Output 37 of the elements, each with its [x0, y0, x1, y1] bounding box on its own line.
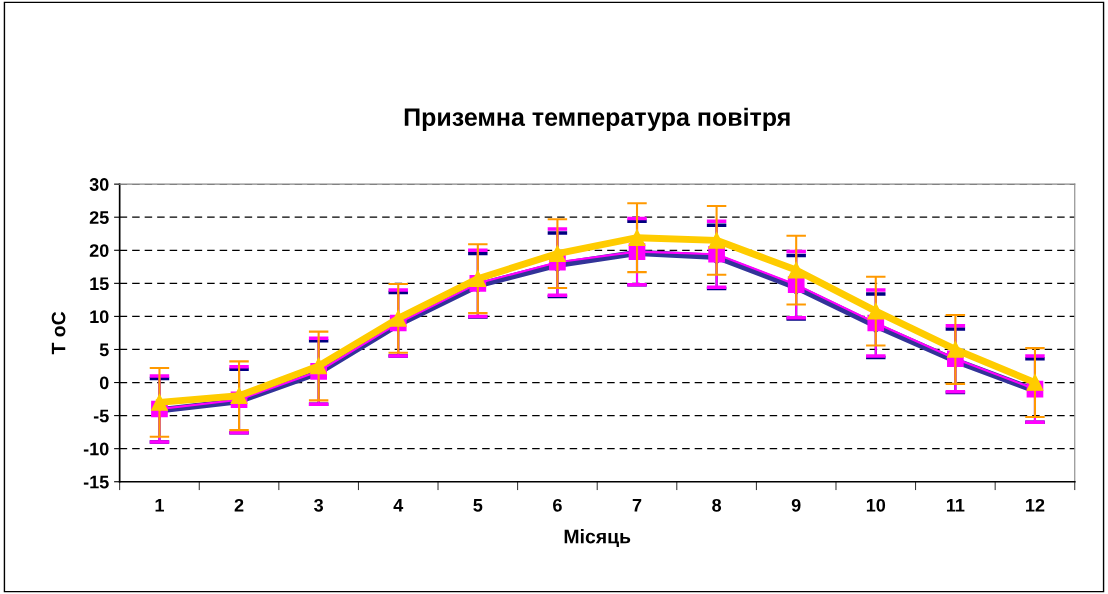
y-tick-label: 0: [99, 376, 109, 390]
x-tick-label: 7: [632, 499, 642, 512]
x-tick-label: 8: [712, 498, 722, 512]
x-tick-label: 3: [314, 498, 324, 512]
y-tick-label: -15: [83, 475, 109, 489]
y-tick-label: 25: [89, 211, 109, 224]
point: [389, 310, 407, 327]
x-tick-label: 6: [553, 498, 562, 512]
point: [469, 270, 487, 288]
point: [1026, 374, 1044, 391]
y-tick-label: -5: [93, 409, 109, 423]
point: [549, 245, 566, 262]
x-tick-label: 9: [791, 498, 801, 512]
point: [151, 394, 168, 411]
point: [787, 261, 805, 279]
point: [310, 357, 327, 375]
point: [947, 341, 964, 358]
x-tick-label: 4: [393, 499, 404, 512]
x-axis-title: Місяць: [564, 529, 631, 548]
point: [628, 229, 646, 247]
x-tick-label: 5: [473, 499, 483, 512]
chart-title: Приземна температура повітря: [404, 107, 790, 131]
point: [867, 302, 885, 320]
x-tick-label: 2: [234, 498, 244, 512]
y-tick-label: 15: [90, 277, 109, 291]
y-tick-label: -10: [83, 442, 109, 456]
x-tick-label: 10: [866, 498, 886, 512]
x-tick-label: 1: [155, 499, 164, 512]
point: [708, 232, 725, 249]
x-tick-label: 11: [946, 499, 965, 512]
y-tick-label: 5: [99, 343, 109, 357]
y-tick-label: 30: [89, 178, 109, 191]
y-tick-label: 20: [89, 244, 109, 257]
point: [230, 387, 248, 405]
y-axis-title: T oC: [51, 311, 66, 355]
x-tick-label: 12: [1026, 498, 1045, 512]
y-tick-label: 10: [90, 310, 109, 324]
